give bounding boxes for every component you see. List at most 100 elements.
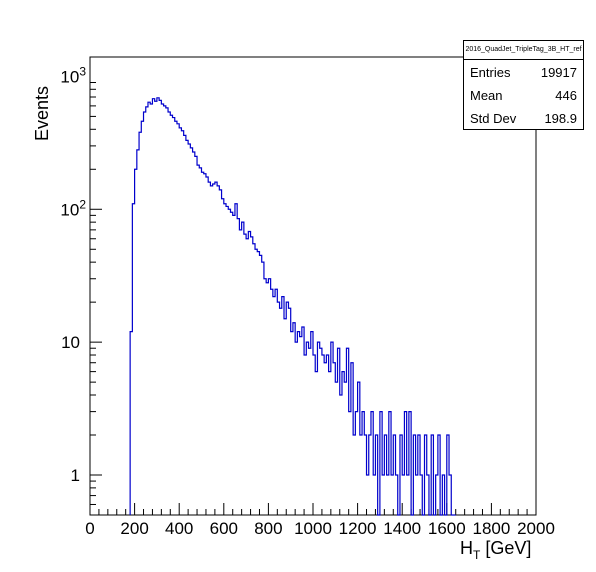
histogram-bin [360,435,362,515]
histogram-bin [161,104,163,515]
histogram-bin [170,115,172,515]
x-tick-label: 0 [85,519,94,538]
histogram-bin [349,412,351,515]
y-axis-title: Events [32,86,52,141]
histogram-bin [407,475,409,515]
x-tick-label: 200 [120,519,148,538]
histogram-bin [222,199,224,515]
histogram-bin [244,234,246,515]
histogram-bin [248,232,250,515]
histogram-bin [344,382,346,515]
histogram-bin [329,372,331,515]
x-tick-label: 2000 [517,519,555,538]
stats-value: 19917 [540,65,577,80]
histogram-bin [293,323,295,515]
histogram-bin [333,363,335,515]
histogram-bin [311,332,313,515]
histogram-bin [179,128,181,515]
histogram-bin [217,186,219,515]
x-tick-label: 1400 [383,519,421,538]
x-axis-title: HT [GeV] [460,538,531,562]
histogram-bin [173,118,175,515]
histogram-bin [304,355,306,515]
histogram-bin [181,131,183,515]
histogram-bin [226,206,228,515]
histogram-bin [264,279,266,515]
x-axis-title-var: H [460,538,473,558]
y-tick-label: 10 [61,333,80,352]
histogram-bin [313,355,315,515]
histogram-bin [266,283,268,515]
histogram-bin [282,297,284,515]
histogram-bin [277,302,279,515]
stats-value: 446 [555,88,577,103]
x-tick-label: 800 [254,519,282,538]
histogram-bin [224,204,226,515]
histogram-bin [186,140,188,515]
histogram-bin [206,177,208,515]
histogram-bin [387,475,389,515]
histogram-bin [202,172,204,515]
histogram-bin [322,355,324,515]
histogram-bin [166,108,168,515]
stats-row-mean: Mean 446 [464,83,583,106]
stats-label: Mean [470,88,503,103]
histogram-line [129,97,456,516]
x-axis-title-unit: [GeV] [480,538,531,558]
histogram-bin [306,342,308,515]
x-tick-label: 1600 [428,519,466,538]
histogram-bin [184,135,186,515]
stats-value: 198.9 [544,111,577,126]
histogram-bin [148,102,150,515]
histogram-bin [135,169,137,515]
histogram-bin [251,237,253,515]
stats-row-entries: Entries 19917 [464,60,583,83]
x-tick-label: 1800 [472,519,510,538]
histogram-bin [326,355,328,515]
stats-label: Std Dev [470,111,517,126]
histogram-bin [295,342,297,515]
histogram-bin [146,107,148,515]
histogram-bin [246,239,248,515]
histogram-bin [233,215,235,515]
histogram-bin [271,289,273,515]
histogram-bin [259,255,261,515]
x-tick-label: 600 [210,519,238,538]
histogram-bin [324,363,326,515]
histogram-bin [242,222,244,515]
histogram-bin [164,106,166,515]
histogram-bin [204,174,206,515]
histogram-bin [300,337,302,515]
histogram-bin [353,435,355,515]
histogram-bin [253,244,255,515]
histogram-bin [262,262,264,515]
x-tick-label: 1000 [294,519,332,538]
y-tick-label: 103 [60,64,86,86]
histogram-bin [309,348,311,515]
histogram-bin [150,104,152,515]
stats-label: Entries [470,65,511,80]
histogram-bin [144,112,146,515]
histogram-bin [188,144,190,515]
histogram-bin [291,332,293,515]
histogram-bin [230,212,232,515]
histogram-bin [280,308,282,515]
histogram-bin [288,308,290,515]
x-axis: 0 200 400 600 800 1000 1200 1400 1600 1800 2000 [85,503,555,538]
histogram-bin [155,101,157,515]
histogram-bin [213,184,215,515]
histogram-bin [273,297,275,515]
histogram-bin [137,150,139,515]
histogram-bin [268,279,270,515]
histogram-bin [157,98,159,515]
histogram-bin [168,112,170,515]
histogram-bin [210,186,212,515]
histogram-bin [286,302,288,515]
y-tick-label: 1 [71,466,80,485]
histogram-bin [275,289,277,515]
histogram-bin [208,182,210,515]
histogram-bin [335,382,337,515]
histogram-bin [197,165,199,515]
histogram-bin [175,121,177,515]
